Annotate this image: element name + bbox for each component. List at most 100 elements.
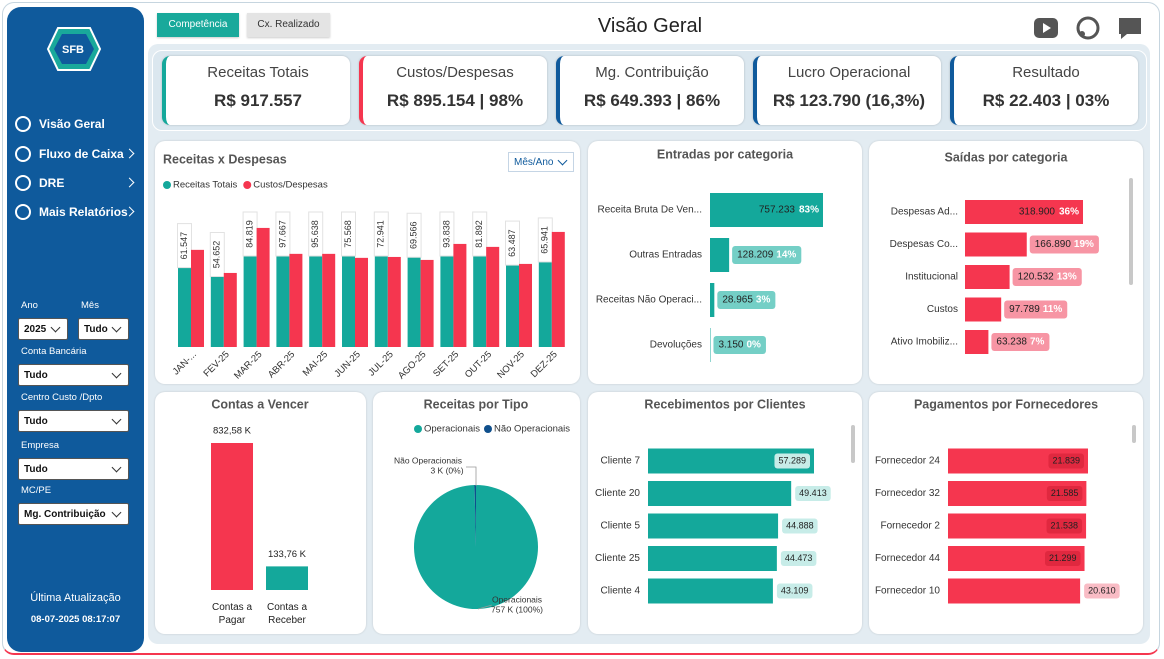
dropdown-value: Mg. Contribuição xyxy=(24,508,106,520)
bar xyxy=(965,265,1010,289)
value-label: 97.789 xyxy=(1009,304,1040,315)
chart-title: Receitas x Despesas xyxy=(163,152,287,166)
header-icons xyxy=(1034,16,1141,40)
value-label: 21.538 xyxy=(1051,520,1079,530)
bar xyxy=(965,200,1083,224)
panel xyxy=(155,392,366,634)
percent-label: 19% xyxy=(1074,239,1094,250)
label-pill xyxy=(782,518,818,534)
chart-title: Entradas por categoria xyxy=(657,147,794,161)
bar xyxy=(710,283,715,317)
legend-marker xyxy=(163,181,171,189)
nav-text: Mais Relatórios xyxy=(39,205,128,219)
label-pill xyxy=(717,291,776,309)
value-label: 832,58 K xyxy=(213,426,252,437)
bar xyxy=(551,231,565,347)
last-update-label: Última Atualização xyxy=(30,592,121,604)
kpi-value: R$ 917.557 xyxy=(214,91,302,110)
chevron xyxy=(124,177,135,188)
nav-item[interactable]: Visão Geral xyxy=(12,114,140,134)
label-box xyxy=(177,223,192,269)
label-box xyxy=(275,211,291,257)
dropdown[interactable]: 2025 xyxy=(18,318,68,340)
scrollbar[interactable] xyxy=(851,425,855,463)
dropdown-value: Tudo xyxy=(84,323,108,335)
bar xyxy=(710,238,730,272)
kpi-value: R$ 22.403 | 03% xyxy=(982,91,1110,110)
nav-text: Visão Geral xyxy=(39,117,105,131)
category-label: Ativo Imobiliz... xyxy=(891,337,958,348)
kpi-label: Resultado xyxy=(1012,64,1080,81)
slice-label: Não Operacionais xyxy=(394,455,462,465)
x-tick-label: AGO-25 xyxy=(396,349,428,381)
percent-label: 14% xyxy=(776,250,796,261)
dropdown[interactable]: Tudo xyxy=(78,318,129,340)
kpi-card: Custos/Despesas R$ 895.154 | 98% xyxy=(359,56,547,125)
category-label: Devoluções xyxy=(650,340,702,351)
dropdown[interactable]: Tudo xyxy=(18,410,129,432)
nav-item[interactable]: Fluxo de Caixa xyxy=(12,144,140,164)
bar xyxy=(256,227,270,347)
scrollbar[interactable] xyxy=(1129,178,1133,285)
bar xyxy=(387,256,401,347)
bar xyxy=(243,237,257,347)
label-pill xyxy=(774,453,810,469)
percent-label: 0% xyxy=(747,340,762,351)
value-label: 61.547 xyxy=(179,232,189,260)
tab[interactable]: Competência xyxy=(157,13,239,37)
legend-label: Operacionais xyxy=(424,424,480,435)
dropdown[interactable]: Mês/Ano xyxy=(508,152,574,172)
nav-item[interactable]: Mais Relatórios xyxy=(12,202,140,222)
slice-label: Operacionais xyxy=(492,594,542,604)
dropdown[interactable]: Tudo xyxy=(18,458,129,480)
kpi-value: R$ 123.790 (16,3%) xyxy=(772,91,926,110)
dropdown[interactable]: Tudo xyxy=(18,364,129,386)
label-pill xyxy=(776,583,813,599)
value-label: 21.839 xyxy=(1052,455,1080,465)
chart-title: Contas a Vencer xyxy=(211,397,308,411)
label-pill xyxy=(1029,235,1099,254)
x-tick-label: SET-25 xyxy=(431,349,461,379)
kpi-value: R$ 649.393 | 86% xyxy=(583,91,721,110)
x-tick-label: JAN-... xyxy=(171,349,199,377)
x-tick-label: MAR-25 xyxy=(232,349,264,381)
bar xyxy=(407,257,421,347)
label-box xyxy=(472,211,488,257)
chart-title: Pagamentos por Fornecedores xyxy=(914,397,1098,411)
leader-line xyxy=(477,604,493,610)
dropdown[interactable]: Mg. Contribuição xyxy=(18,503,129,525)
label-pill xyxy=(1084,583,1120,599)
logo-text: SFB xyxy=(62,44,84,56)
nav-item[interactable]: DRE xyxy=(12,173,140,193)
kpi-value: R$ 895.154 | 98% xyxy=(386,91,524,110)
legend-label: Receitas Totais xyxy=(173,180,237,191)
category-label: Cliente 4 xyxy=(601,586,641,597)
chevron xyxy=(111,414,122,425)
youtube-icon[interactable] xyxy=(1034,18,1058,38)
bar xyxy=(210,276,224,347)
chevron xyxy=(111,507,122,518)
percent-label: 11% xyxy=(1043,304,1063,315)
value-label: 75.568 xyxy=(343,220,353,248)
category-label: Custos xyxy=(927,304,958,315)
kpi-card: Mg. Contribuição R$ 649.393 | 86% xyxy=(556,56,744,125)
value-label: 28.965 xyxy=(722,295,753,306)
chat-icon[interactable] xyxy=(1119,18,1141,39)
value-label: 63.487 xyxy=(507,229,517,257)
chevron xyxy=(50,322,61,333)
bar xyxy=(473,241,487,347)
category-label: Cliente 20 xyxy=(595,488,640,499)
value-label: 44.888 xyxy=(786,520,814,530)
tab[interactable]: Cx. Realizado xyxy=(247,13,330,37)
bar xyxy=(648,578,773,604)
dropdown-value: Mês/Ano xyxy=(514,157,554,168)
value-label: 97.667 xyxy=(277,220,287,248)
bar xyxy=(211,443,253,590)
x-tick-label: OUT-25 xyxy=(463,349,494,380)
bar xyxy=(420,259,434,347)
chevron xyxy=(111,322,122,333)
percent-label: 13% xyxy=(1057,272,1077,283)
support-icon[interactable] xyxy=(1076,16,1100,40)
scrollbar[interactable] xyxy=(1132,425,1136,443)
label-pill xyxy=(732,246,802,264)
